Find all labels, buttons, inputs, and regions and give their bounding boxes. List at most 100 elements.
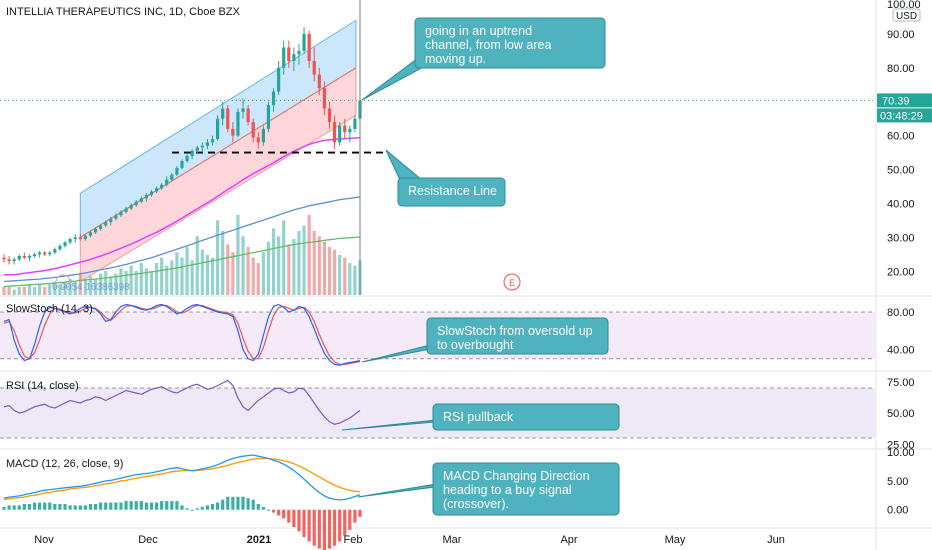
volume-bar	[297, 231, 301, 295]
resistance-callout-box[interactable]	[397, 177, 506, 207]
macd-histogram-bar	[271, 509, 276, 513]
candle-body	[287, 47, 291, 62]
volume-bar	[277, 236, 281, 295]
macd-histogram-bar	[165, 501, 169, 510]
candle-body	[43, 252, 47, 255]
volume-bar	[144, 268, 148, 295]
x-tick-label: Mar	[443, 534, 462, 546]
x-tick-label: Nov	[34, 534, 54, 546]
stoch-callout-text: to overbought	[437, 338, 514, 352]
volume-bar	[195, 236, 199, 295]
volume-bar	[149, 271, 154, 295]
candle-body	[226, 108, 230, 129]
candle-body	[195, 147, 199, 151]
macd-histogram-bar	[302, 509, 306, 538]
earnings-marker-label: E	[509, 278, 515, 288]
stoch-label: SlowStoch (14, 3)	[6, 303, 93, 315]
candle-body	[261, 128, 265, 143]
candle-body	[200, 145, 204, 148]
volume-bar	[154, 263, 159, 295]
candle-body	[104, 222, 108, 226]
rsi-callout-box[interactable]	[432, 403, 620, 431]
earnings-marker-icon[interactable]	[503, 273, 521, 291]
macd-histogram-bar	[312, 509, 316, 546]
macd-histogram-bar	[160, 501, 164, 510]
volume-bar	[119, 268, 123, 295]
macd-histogram-bar	[292, 509, 296, 527]
candle-body	[160, 184, 164, 189]
macd-histogram-bar	[129, 501, 133, 510]
volume-bar	[32, 287, 37, 295]
currency-label: USD	[896, 11, 917, 22]
macd-histogram-bar	[154, 502, 159, 510]
macd-histogram-bar	[109, 502, 113, 510]
stoch-callout-box[interactable]	[426, 317, 609, 355]
macd-histogram-bar	[185, 508, 189, 510]
candle-body	[68, 239, 72, 243]
volume-bar	[48, 284, 52, 295]
ma-fast-line	[4, 136, 361, 276]
volume-bar	[73, 281, 77, 295]
candle-body	[251, 122, 255, 138]
macd-callout-box[interactable]	[432, 462, 620, 516]
volume-bar	[180, 257, 184, 295]
candle-body	[175, 167, 179, 175]
candle-body	[348, 128, 352, 133]
uptrend-callout-text: channel, from low area	[425, 38, 552, 52]
candle-body	[322, 88, 326, 109]
candle-body	[78, 237, 82, 240]
macd-callout-text: MACD Changing Direction	[443, 469, 590, 483]
stoch-k-line	[3, 303, 361, 366]
indicator-values: 0.9054 16386398	[52, 282, 130, 293]
macd-histogram-bar	[48, 502, 52, 510]
y-tick-label: 60.00	[887, 131, 915, 143]
volume-bar	[68, 279, 72, 295]
candle-body	[99, 225, 103, 229]
volume-bar	[185, 247, 189, 295]
macd-histogram-bar	[73, 505, 77, 510]
macd-histogram-bar	[7, 505, 11, 510]
macd-histogram-bar	[205, 505, 210, 510]
uptrend-callout-text: moving up.	[425, 52, 486, 66]
macd-histogram-bar	[241, 496, 245, 510]
channel-midline	[80, 67, 357, 238]
candle-body	[216, 118, 220, 140]
candle-body	[48, 252, 52, 255]
candle-body	[236, 111, 240, 136]
stoch-y-tick: 40.00	[887, 344, 915, 356]
volume-bar	[231, 252, 235, 295]
candle-body	[256, 137, 260, 143]
macd-histogram-bar	[58, 503, 62, 510]
macd-histogram-bar	[43, 502, 47, 510]
countdown-badge	[877, 108, 932, 123]
candle-body	[292, 54, 296, 62]
macd-histogram-bar	[2, 506, 6, 510]
macd-histogram-bar	[297, 509, 301, 532]
x-tick-label: Dec	[138, 534, 158, 546]
macd-histogram-bar	[348, 509, 352, 530]
uptrend-callout-box[interactable]	[414, 17, 606, 69]
candle-body	[124, 208, 128, 212]
candle-body	[12, 259, 16, 262]
volume-bar	[205, 255, 210, 295]
macd-histogram-bar	[226, 496, 230, 510]
currency-badge[interactable]	[892, 8, 921, 22]
candle-body	[297, 50, 301, 55]
macd-histogram-bar	[93, 503, 98, 510]
volume-bar	[287, 244, 291, 295]
candle-body	[129, 205, 133, 209]
macd-histogram-bar	[114, 502, 118, 510]
candle-body	[83, 235, 87, 240]
macd-histogram-bar	[246, 498, 250, 510]
candle-body	[241, 108, 245, 112]
macd-histogram-bar	[353, 509, 357, 523]
volume-bar	[348, 263, 352, 295]
candle-body	[307, 33, 311, 62]
y-tick-label-top: 100.00	[887, 0, 921, 11]
macd-signal-line	[3, 457, 361, 501]
volume-bar	[99, 273, 103, 295]
y-tick-label: 90.00	[887, 29, 915, 41]
candle-body	[282, 47, 286, 68]
volume-bar	[129, 265, 133, 295]
